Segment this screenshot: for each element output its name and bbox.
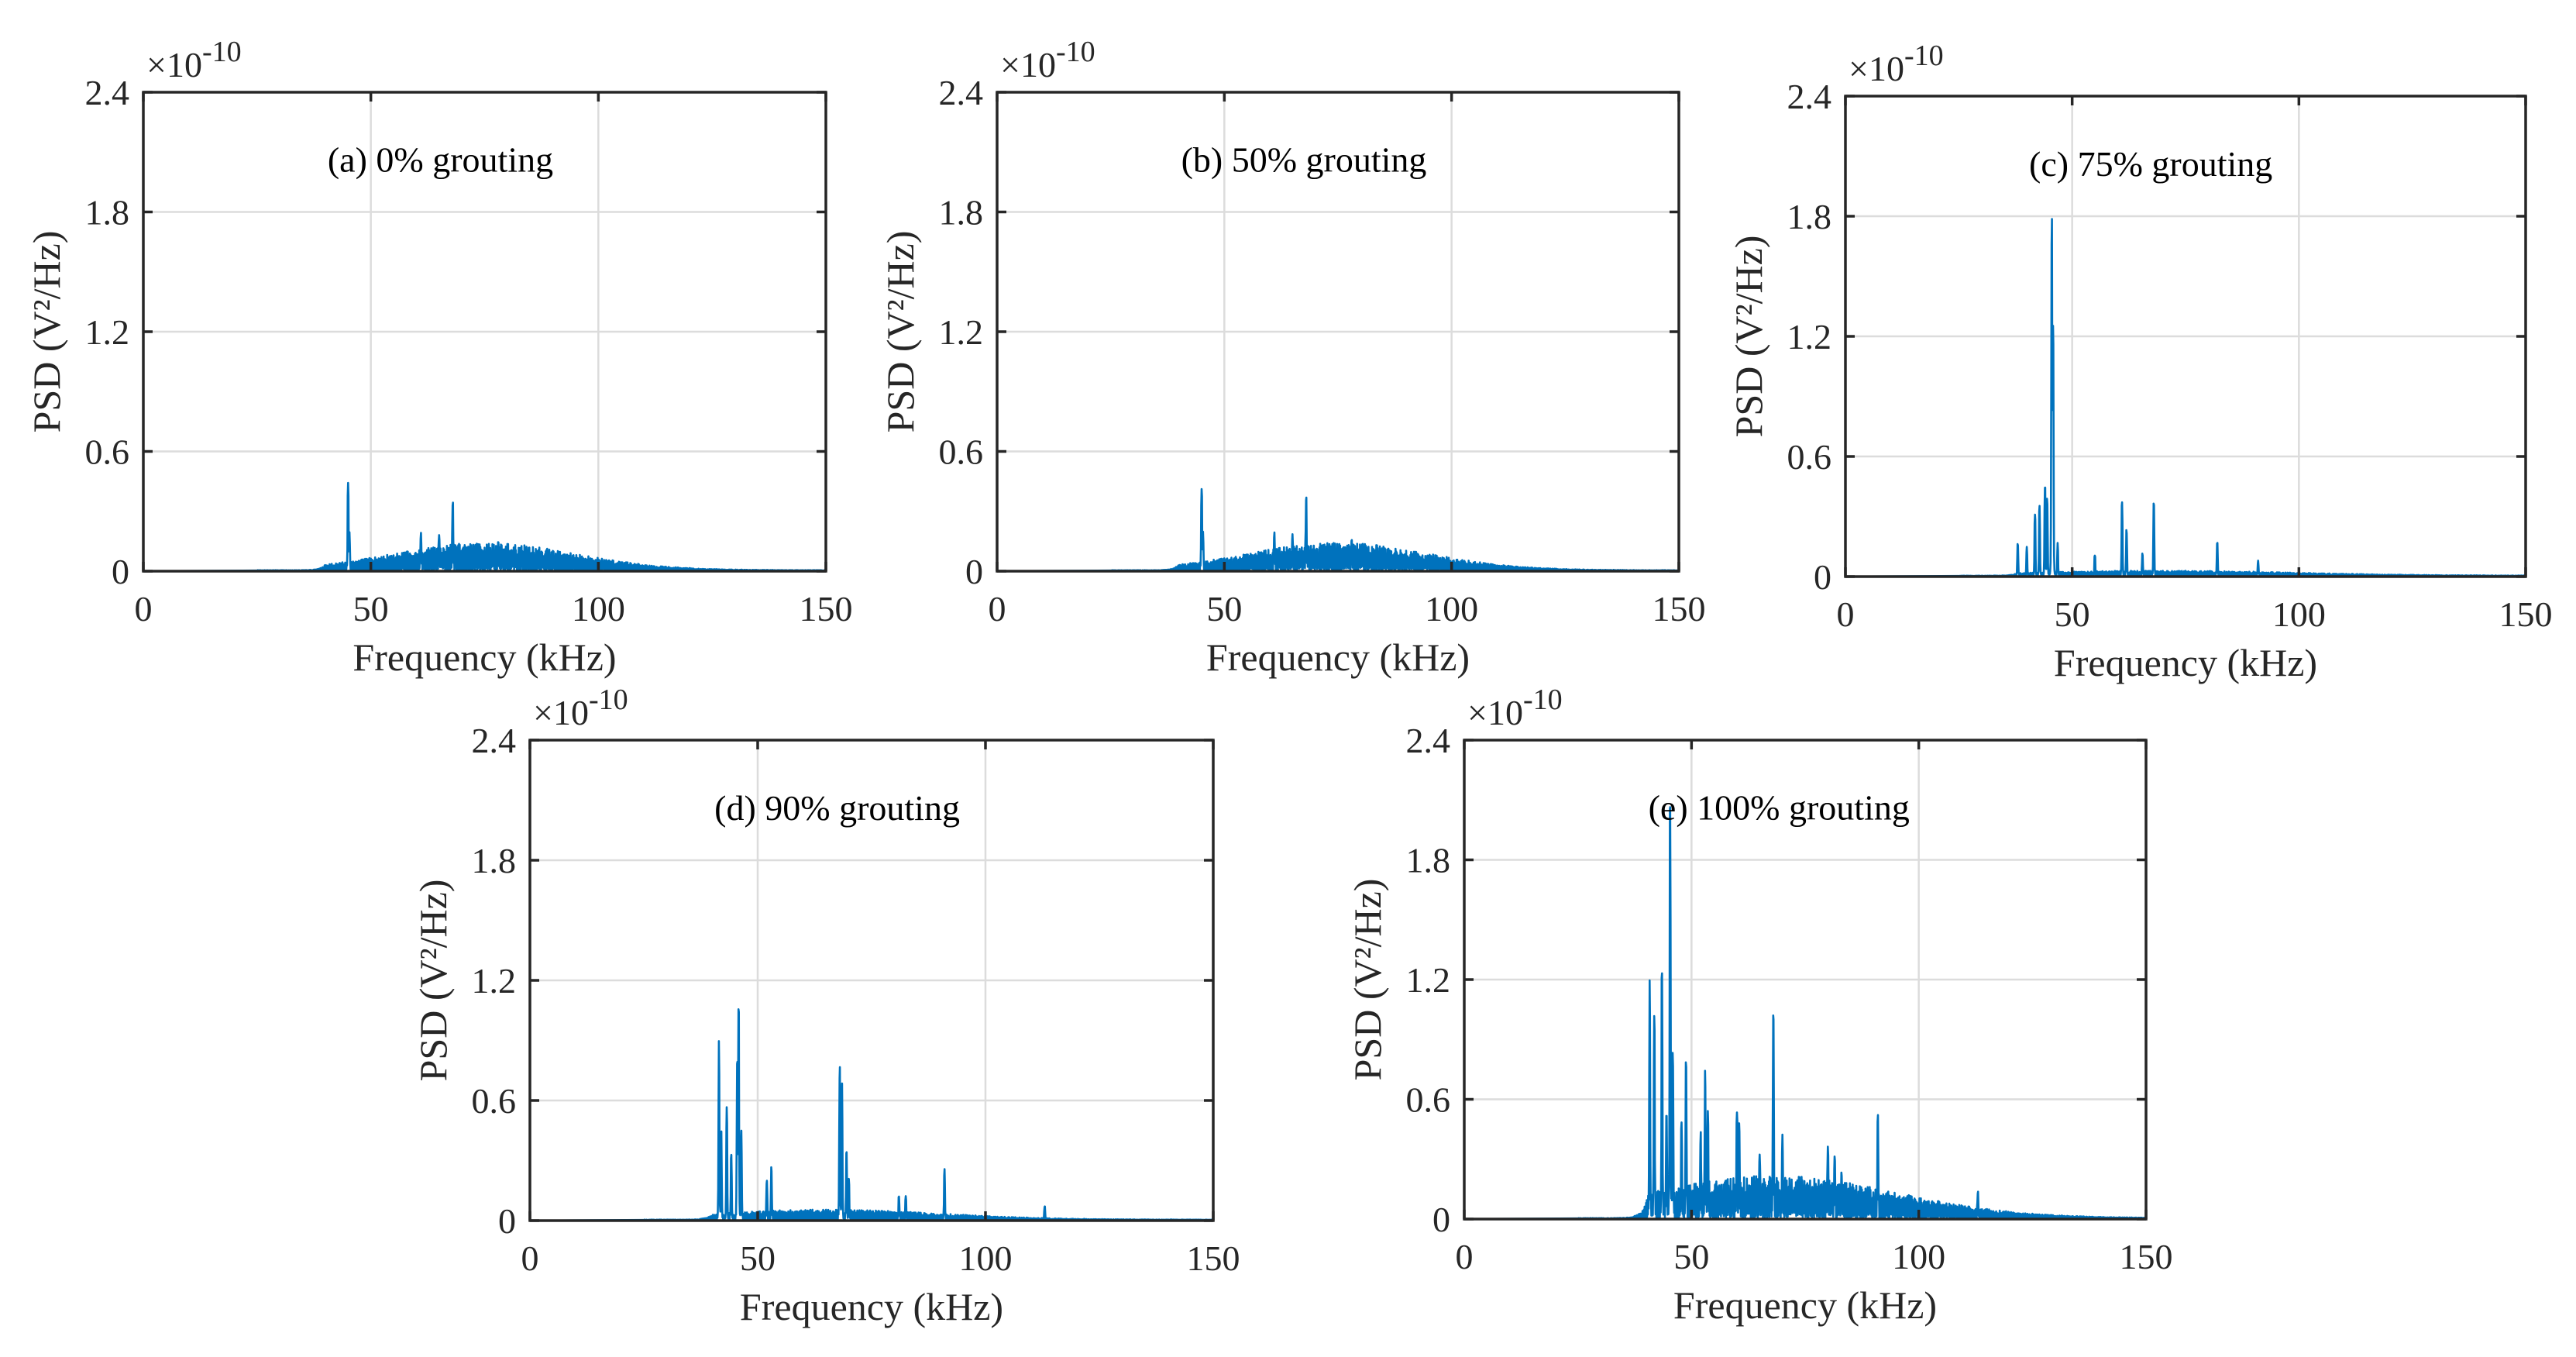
y-tick-label: 2.4	[939, 73, 984, 112]
psd-series-line	[143, 481, 827, 573]
y-tick-label: 1.2	[472, 961, 517, 1001]
x-axis-label: Frequency (kHz)	[2054, 641, 2317, 684]
x-tick-label: 100	[959, 1238, 1013, 1278]
y-tick-label: 1.8	[472, 841, 517, 880]
y-tick-label: 2.4	[1406, 721, 1451, 760]
y-exponent-label: ×10-10	[1000, 36, 1095, 84]
x-axis-label: Frequency (kHz)	[1673, 1283, 1937, 1327]
y-tick-label: 0.6	[939, 432, 984, 472]
y-exponent-power: -10	[589, 684, 628, 716]
y-exponent-power: -10	[1904, 40, 1944, 72]
y-exponent-label: ×10-10	[146, 36, 242, 84]
panel-annotation: (b) 50% grouting	[1181, 140, 1427, 180]
y-tick-label: 0.6	[1406, 1080, 1451, 1120]
y-tick-label: 1.8	[85, 193, 130, 232]
panel-annotation: (e) 100% grouting	[1649, 788, 1910, 828]
y-tick-label: 1.8	[939, 193, 984, 232]
y-axis-label: PSD (V²/Hz)	[25, 231, 68, 433]
panel-annotation: (d) 90% grouting	[714, 788, 960, 828]
y-axis-label: PSD (V²/Hz)	[411, 880, 455, 1082]
y-exponent-label: ×10-10	[1467, 684, 1563, 732]
x-tick-label: 150	[1653, 589, 1706, 629]
psd-panel-c: 0 50 100 150 0 0.6 1.2 1.8 2.4 ×10-10 Frequency (k…	[1727, 40, 2553, 684]
y-tick-label: 2.4	[1787, 77, 1832, 116]
x-tick-label: 100	[572, 589, 625, 629]
x-tick-label: 100	[1425, 589, 1478, 629]
psd-series-line	[1463, 806, 2148, 1221]
psd-panel-a: 0 50 100 150 0 0.6 1.2 1.8 2.4 ×10-10 Frequency (k…	[25, 36, 853, 679]
y-tick-label: 2.4	[85, 73, 130, 112]
x-tick-label: 150	[2499, 594, 2553, 634]
x-tick-label: 50	[2055, 594, 2090, 634]
panel-annotation: (c) 75% grouting	[2029, 144, 2272, 184]
x-tick-label: 50	[353, 589, 389, 629]
y-exponent-power: -10	[202, 36, 242, 68]
y-tick-label: 0.6	[472, 1081, 517, 1121]
y-tick-label: 1.2	[85, 312, 130, 352]
y-tick-label: 0	[1814, 557, 1831, 597]
x-tick-label: 0	[989, 589, 1006, 629]
x-tick-label: 0	[135, 589, 153, 629]
psd-panel-e: 0 50 100 150 0 0.6 1.2 1.8 2.4 ×10-10 Frequency (k…	[1346, 684, 2173, 1327]
y-tick-label: 2.4	[472, 721, 517, 760]
y-exponent-label: ×10-10	[1849, 40, 1944, 88]
psd-series-line	[1845, 218, 2527, 578]
y-tick-label: 0.6	[1787, 437, 1832, 477]
x-tick-label: 100	[2272, 594, 2326, 634]
y-tick-label: 0.6	[85, 432, 130, 472]
panel-annotation: (a) 0% grouting	[328, 140, 553, 180]
y-axis-label: PSD (V²/Hz)	[1346, 879, 1389, 1081]
x-axis-label: Frequency (kHz)	[1206, 635, 1470, 679]
psd-panel-b: 0 50 100 150 0 0.6 1.2 1.8 2.4 ×10-10 Frequency (k…	[879, 36, 1706, 679]
y-tick-label: 1.2	[1406, 960, 1451, 1000]
y-tick-label: 1.8	[1406, 841, 1451, 880]
y-tick-label: 1.2	[1787, 317, 1832, 356]
y-axis-label: PSD (V²/Hz)	[879, 231, 922, 433]
x-tick-label: 50	[740, 1238, 776, 1278]
x-tick-label: 0	[1837, 594, 1855, 634]
y-tick-label: 1.2	[939, 312, 984, 352]
x-tick-label: 50	[1673, 1237, 1709, 1276]
y-tick-label: 0	[112, 552, 129, 591]
psd-series-line	[529, 1008, 1215, 1222]
x-tick-label: 150	[2120, 1237, 2173, 1276]
x-axis-label: Frequency (kHz)	[353, 635, 616, 679]
y-axis-label: PSD (V²/Hz)	[1727, 236, 1770, 438]
x-tick-label: 0	[1456, 1237, 1474, 1276]
x-tick-label: 150	[800, 589, 853, 629]
y-exponent-power: -10	[1056, 36, 1095, 68]
x-tick-label: 150	[1187, 1238, 1240, 1278]
y-tick-label: 0	[1432, 1200, 1450, 1239]
x-tick-label: 50	[1206, 589, 1242, 629]
y-tick-label: 1.8	[1787, 197, 1832, 236]
y-tick-label: 0	[965, 552, 983, 591]
x-tick-label: 100	[1892, 1237, 1945, 1276]
x-tick-label: 0	[521, 1238, 539, 1278]
psd-panel-d: 0 50 100 150 0 0.6 1.2 1.8 2.4 ×10-10 Frequency (k…	[411, 684, 1240, 1328]
y-exponent-label: ×10-10	[533, 684, 628, 732]
y-exponent-power: -10	[1523, 684, 1563, 716]
psd-series-line	[996, 487, 1680, 573]
y-tick-label: 0	[498, 1201, 516, 1241]
x-axis-label: Frequency (kHz)	[740, 1285, 1003, 1328]
